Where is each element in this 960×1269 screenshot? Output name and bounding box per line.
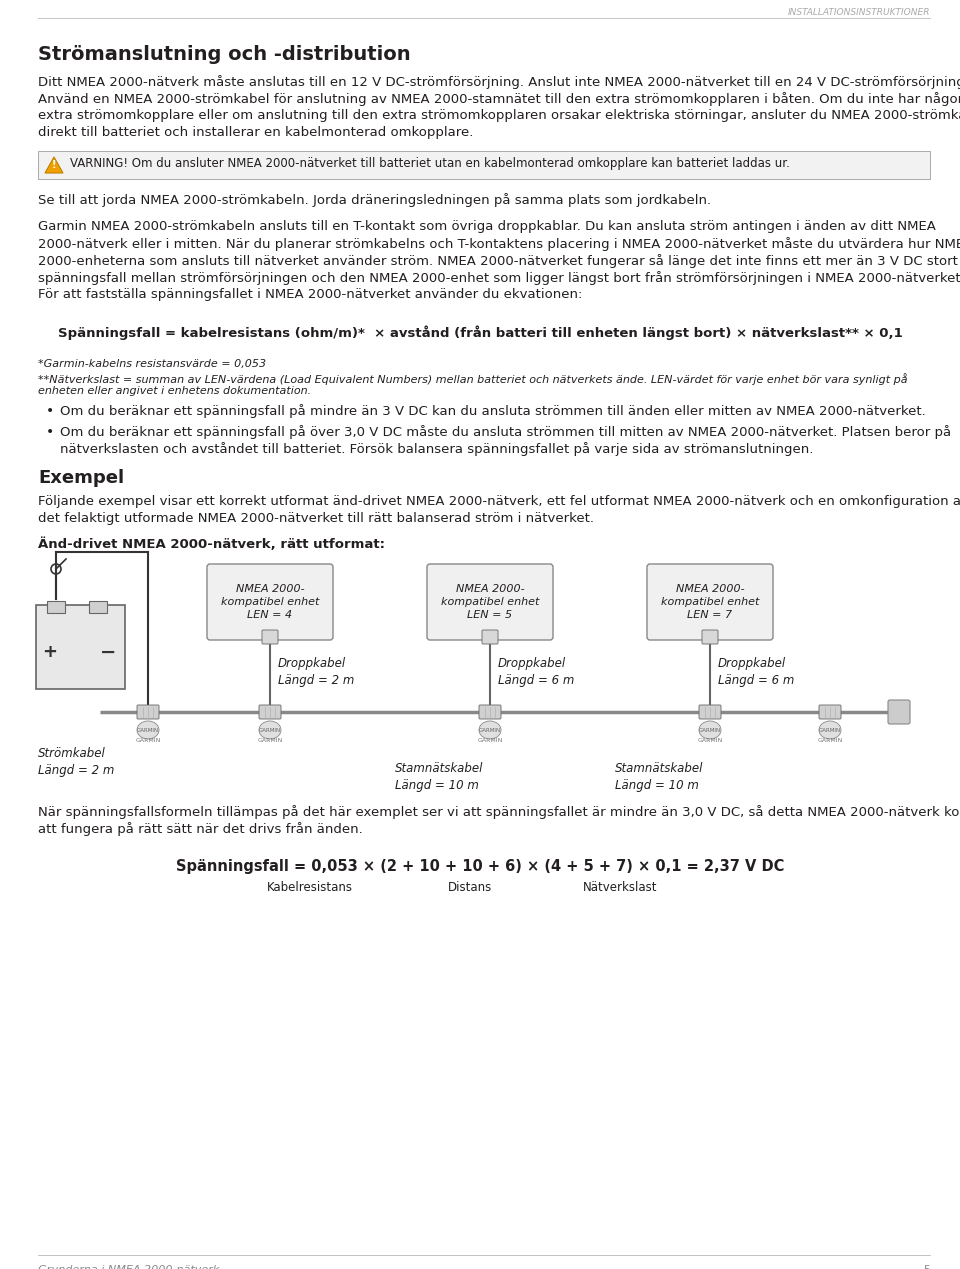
Text: GARMIN: GARMIN	[819, 727, 841, 732]
FancyBboxPatch shape	[482, 629, 498, 643]
Ellipse shape	[479, 721, 501, 739]
Text: !: !	[52, 160, 57, 170]
FancyBboxPatch shape	[89, 602, 107, 613]
Text: Se till att jorda NMEA 2000-strömkabeln. Jorda dräneringsledningen på samma plat: Se till att jorda NMEA 2000-strömkabeln.…	[38, 193, 711, 207]
Text: Nätverkslast: Nätverkslast	[583, 881, 658, 893]
Text: Använd en NMEA 2000-strömkabel för anslutning av NMEA 2000-stamnätet till den ex: Använd en NMEA 2000-strömkabel för anslu…	[38, 91, 960, 107]
Text: Ditt NMEA 2000-nätverk måste anslutas till en 12 V DC-strömförsörjning. Anslut i: Ditt NMEA 2000-nätverk måste anslutas ti…	[38, 75, 960, 89]
Text: 2000-nätverk eller i mitten. När du planerar strömkabelns och T-kontaktens place: 2000-nätverk eller i mitten. När du plan…	[38, 237, 960, 251]
Ellipse shape	[137, 721, 159, 739]
Text: +: +	[42, 643, 58, 661]
Text: GARMIN: GARMIN	[259, 727, 281, 732]
Text: 2000-enheterna som ansluts till nätverket använder ström. NMEA 2000-nätverket fu: 2000-enheterna som ansluts till nätverke…	[38, 254, 958, 268]
FancyBboxPatch shape	[479, 706, 501, 720]
Text: Droppkabel
Längd = 2 m: Droppkabel Längd = 2 m	[278, 657, 354, 687]
Text: •: •	[46, 425, 55, 439]
Text: direkt till batteriet och installerar en kabelmonterad omkopplare.: direkt till batteriet och installerar en…	[38, 126, 473, 140]
FancyBboxPatch shape	[819, 706, 841, 720]
Text: Spänningsfall = 0,053 × (2 + 10 + 10 + 6) × (4 + 5 + 7) × 0,1 = 2,37 V DC: Spänningsfall = 0,053 × (2 + 10 + 10 + 6…	[176, 859, 784, 874]
Text: Följande exempel visar ett korrekt utformat änd-drivet NMEA 2000-nätverk, ett fe: Följande exempel visar ett korrekt utfor…	[38, 495, 960, 508]
Text: För att fastställa spänningsfallet i NMEA 2000-nätverket använder du ekvationen:: För att fastställa spänningsfallet i NME…	[38, 288, 583, 301]
Text: Strömkabel
Längd = 2 m: Strömkabel Längd = 2 m	[38, 747, 114, 777]
Text: Stamnätskabel
Längd = 10 m: Stamnätskabel Längd = 10 m	[615, 761, 704, 792]
FancyBboxPatch shape	[699, 706, 721, 720]
FancyBboxPatch shape	[427, 563, 553, 640]
Text: GARMIN: GARMIN	[257, 737, 282, 742]
Text: enheten eller angivet i enhetens dokumentation.: enheten eller angivet i enhetens dokumen…	[38, 386, 311, 396]
Text: 5: 5	[923, 1265, 930, 1269]
Text: Om du beräknar ett spänningsfall på över 3,0 V DC måste du ansluta strömmen till: Om du beräknar ett spänningsfall på över…	[60, 425, 951, 439]
Text: GARMIN: GARMIN	[479, 727, 501, 732]
Ellipse shape	[819, 721, 841, 739]
Text: Droppkabel
Längd = 6 m: Droppkabel Längd = 6 m	[718, 657, 794, 687]
Text: GARMIN: GARMIN	[135, 737, 160, 742]
Text: När spänningsfallsformeln tillämpas på det här exemplet ser vi att spänningsfall: När spänningsfallsformeln tillämpas på d…	[38, 805, 960, 819]
Text: Stamnätskabel
Längd = 10 m: Stamnätskabel Längd = 10 m	[395, 761, 484, 792]
FancyBboxPatch shape	[207, 563, 333, 640]
Polygon shape	[45, 157, 63, 173]
Ellipse shape	[699, 721, 721, 739]
Text: spänningsfall mellan strömförsörjningen och den NMEA 2000-enhet som ligger längs: spänningsfall mellan strömförsörjningen …	[38, 272, 960, 286]
FancyBboxPatch shape	[38, 151, 930, 179]
Text: det felaktigt utformade NMEA 2000-nätverket till rätt balanserad ström i nätverk: det felaktigt utformade NMEA 2000-nätver…	[38, 511, 594, 525]
Text: GARMIN: GARMIN	[137, 727, 159, 732]
Text: NMEA 2000-
kompatibel enhet
LEN = 4: NMEA 2000- kompatibel enhet LEN = 4	[221, 584, 319, 621]
Text: Strömanslutning och -distribution: Strömanslutning och -distribution	[38, 44, 411, 63]
Text: Änd-drivet NMEA 2000-nätverk, rätt utformat:: Änd-drivet NMEA 2000-nätverk, rätt utfor…	[38, 537, 385, 551]
Text: INSTALLATIONSINSTRUKTIONER: INSTALLATIONSINSTRUKTIONER	[787, 8, 930, 16]
Text: nätverkslasten och avståndet till batteriet. Försök balansera spänningsfallet på: nätverkslasten och avståndet till batter…	[60, 442, 813, 456]
Text: NMEA 2000-
kompatibel enhet
LEN = 7: NMEA 2000- kompatibel enhet LEN = 7	[660, 584, 759, 621]
Text: att fungera på rätt sätt när det drivs från änden.: att fungera på rätt sätt när det drivs f…	[38, 822, 363, 836]
FancyBboxPatch shape	[259, 706, 281, 720]
FancyBboxPatch shape	[702, 629, 718, 643]
FancyBboxPatch shape	[137, 706, 159, 720]
Text: **Nätverkslast = summan av LEN-värdena (Load Equivalent Numbers) mellan batterie: **Nätverkslast = summan av LEN-värdena (…	[38, 373, 907, 385]
FancyBboxPatch shape	[47, 602, 65, 613]
Text: Droppkabel
Längd = 6 m: Droppkabel Längd = 6 m	[498, 657, 574, 687]
Text: Garmin NMEA 2000-strömkabeln ansluts till en T-kontakt som övriga droppkablar. D: Garmin NMEA 2000-strömkabeln ansluts til…	[38, 220, 936, 233]
FancyBboxPatch shape	[36, 605, 125, 689]
Text: Kabelresistans: Kabelresistans	[267, 881, 353, 893]
Text: *Garmin-kabelns resistansvärde = 0,053: *Garmin-kabelns resistansvärde = 0,053	[38, 359, 266, 369]
Text: Om du beräknar ett spänningsfall på mindre än 3 V DC kan du ansluta strömmen til: Om du beräknar ett spänningsfall på mind…	[60, 404, 925, 418]
Text: Distans: Distans	[448, 881, 492, 893]
Text: Spänningsfall = kabelresistans (ohm/m)*  × avstånd (från batteri till enheten lä: Spänningsfall = kabelresistans (ohm/m)* …	[58, 325, 902, 340]
FancyBboxPatch shape	[647, 563, 773, 640]
Text: −: −	[100, 642, 116, 661]
Text: •: •	[46, 404, 55, 418]
Text: extra strömomkopplare eller om anslutning till den extra strömomkopplaren orsaka: extra strömomkopplare eller om anslutnin…	[38, 109, 960, 122]
Text: GARMIN: GARMIN	[817, 737, 843, 742]
Text: GARMIN: GARMIN	[699, 727, 721, 732]
FancyBboxPatch shape	[888, 700, 910, 725]
Text: Grunderna i NMEA 2000-nätverk: Grunderna i NMEA 2000-nätverk	[38, 1265, 220, 1269]
Text: GARMIN: GARMIN	[477, 737, 503, 742]
Text: Exempel: Exempel	[38, 470, 124, 487]
Ellipse shape	[259, 721, 281, 739]
FancyBboxPatch shape	[262, 629, 278, 643]
Text: GARMIN: GARMIN	[697, 737, 723, 742]
Text: VARNING! Om du ansluter NMEA 2000-nätverket till batteriet utan en kabelmonterad: VARNING! Om du ansluter NMEA 2000-nätver…	[70, 157, 790, 170]
Text: NMEA 2000-
kompatibel enhet
LEN = 5: NMEA 2000- kompatibel enhet LEN = 5	[441, 584, 540, 621]
